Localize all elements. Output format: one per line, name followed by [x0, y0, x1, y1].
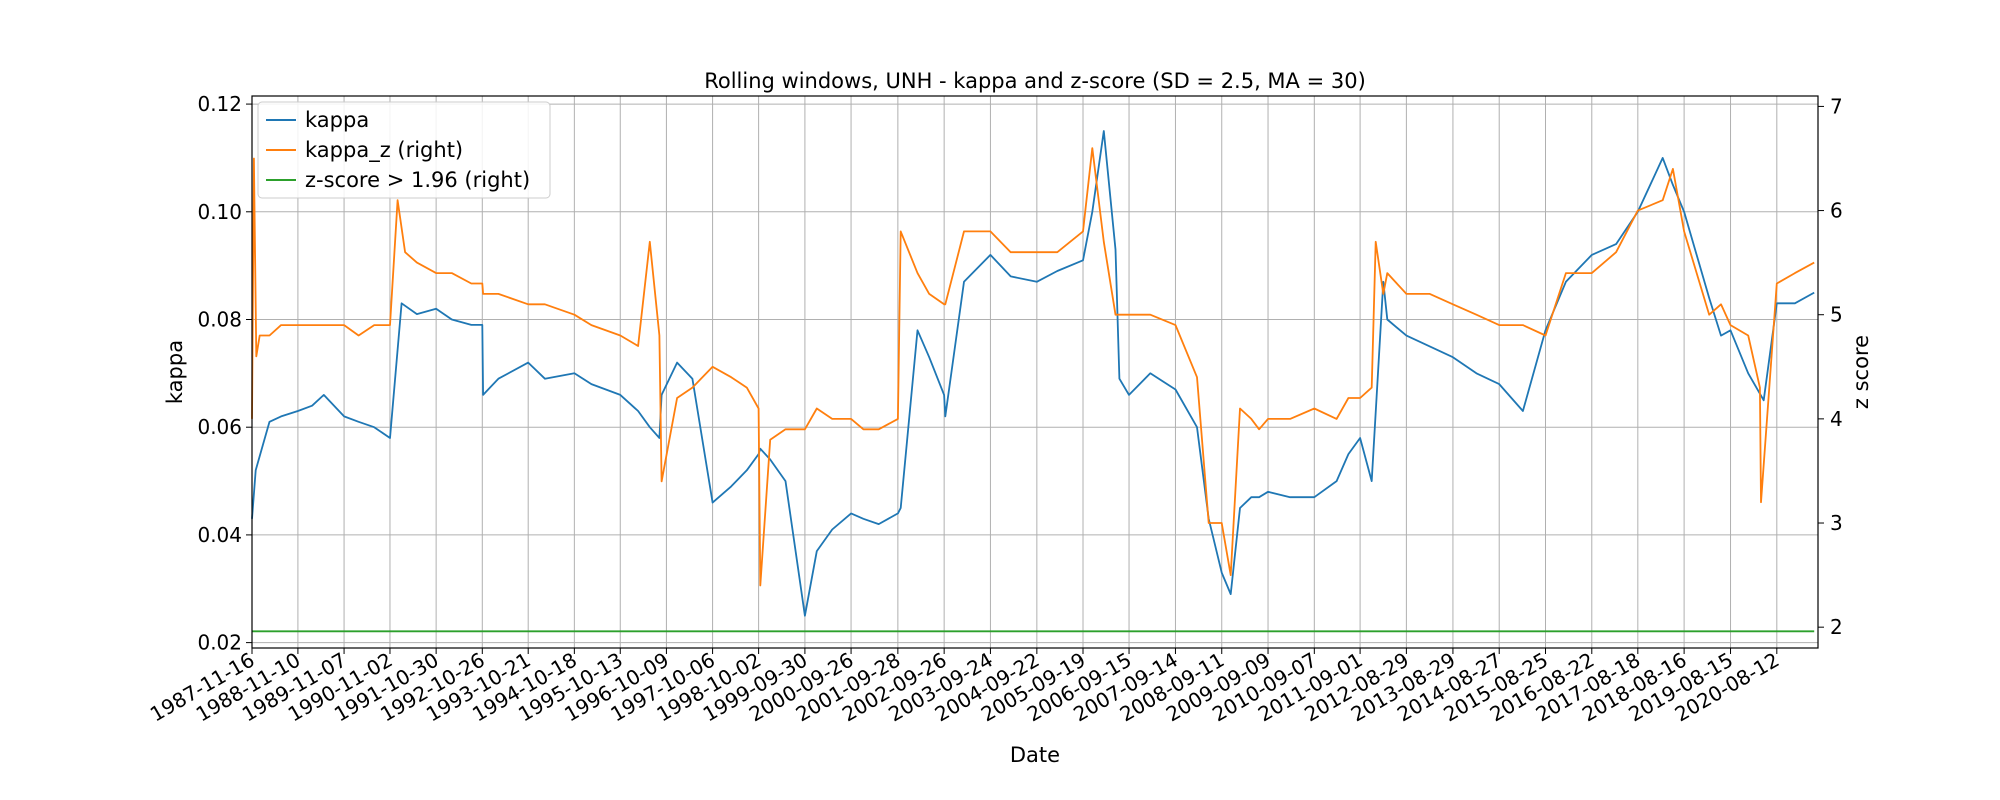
y-tick-label: 0.08	[197, 307, 242, 331]
legend-box	[257, 101, 551, 199]
y-right-tick-label: 7	[1830, 94, 1843, 118]
legend: kappa kappa_z (right) z-score > 1.96 (righ…	[257, 101, 551, 199]
right-axis: 2 3 4 5 6 7	[1818, 94, 1843, 639]
y-tick-label: 0.04	[197, 523, 242, 547]
x-axis: 1987-11-161988-11-101989-11-071990-11-02…	[146, 648, 1783, 727]
legend-entry-1: kappa	[305, 108, 369, 132]
y-tick-label: 0.06	[197, 415, 242, 439]
y-right-tick-label: 4	[1830, 407, 1843, 431]
plot-frame	[251, 95, 1819, 649]
y-right-tick-label: 6	[1830, 199, 1843, 223]
y-right-tick-label: 2	[1830, 615, 1843, 639]
legend-entry-2: kappa_z (right)	[305, 138, 463, 163]
y-tick-label: 0.12	[197, 92, 242, 116]
y-axis-label: kappa	[163, 340, 187, 404]
y-axis-right-label: z score	[1849, 335, 1873, 409]
x-axis-label: Date	[1010, 743, 1060, 767]
chart-title: Rolling windows, UNH - kappa and z-score…	[704, 69, 1366, 93]
series-line-2	[251, 147, 1815, 587]
y-tick-label: 0.02	[197, 631, 242, 655]
legend-entry-3: z-score > 1.96 (right)	[305, 168, 530, 192]
series-line-1	[251, 130, 1815, 617]
y-right-tick-label: 3	[1830, 511, 1843, 535]
y-right-tick-label: 5	[1830, 303, 1843, 327]
y-tick-label: 0.10	[197, 200, 242, 224]
series-layer	[251, 130, 1815, 633]
left-axis: 0.02 0.04 0.06 0.08 0.10 0.12	[197, 92, 252, 655]
